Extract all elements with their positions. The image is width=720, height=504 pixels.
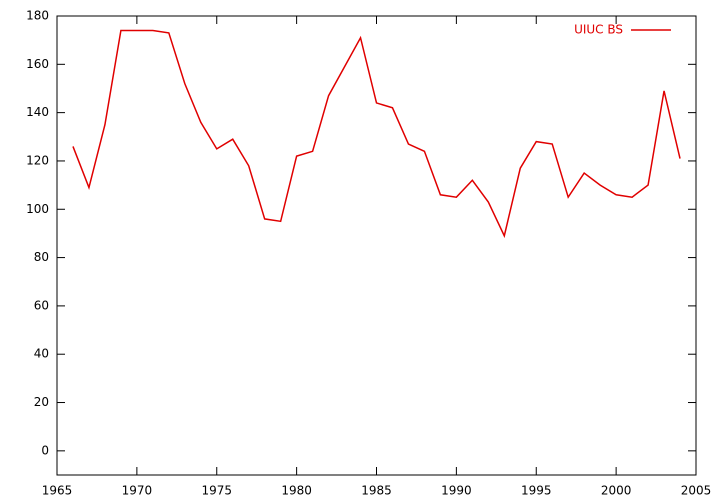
y-tick-label: 160 [26, 57, 49, 71]
y-tick-label: 40 [34, 347, 49, 361]
x-tick-label: 1980 [281, 484, 312, 498]
plot-frame [56, 15, 697, 476]
y-tick-label: 100 [26, 202, 49, 216]
x-tick-label: 1965 [42, 484, 73, 498]
legend-label: UIUC BS [574, 23, 623, 37]
y-tick-label: 60 [34, 298, 49, 312]
y-tick-label: 180 [26, 9, 49, 23]
x-tick-label: 1985 [361, 484, 392, 498]
y-tick-label: 20 [34, 395, 49, 409]
x-tick-label: 2000 [601, 484, 632, 498]
y-tick-label: 140 [26, 105, 49, 119]
y-tick-label: 120 [26, 153, 49, 167]
x-tick-label: 1995 [521, 484, 552, 498]
y-tick-label: 0 [41, 443, 49, 457]
line [72, 29, 681, 239]
x-tick-label: 2005 [681, 484, 712, 498]
y-tick-label: 80 [34, 250, 49, 264]
x-tick-label: 1990 [441, 484, 472, 498]
x-tick-label: 1970 [122, 484, 153, 498]
x-tick-label: 1975 [201, 484, 232, 498]
